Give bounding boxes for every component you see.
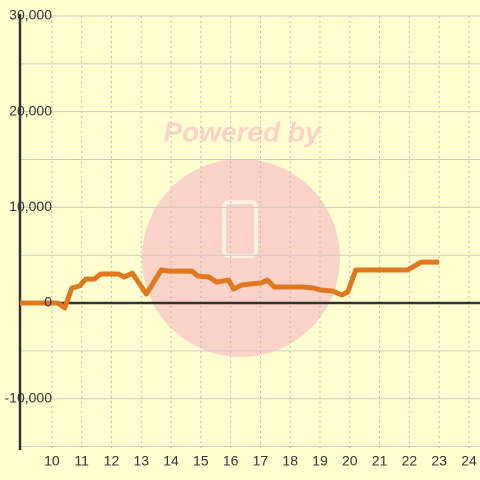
x-tick-label: 22 — [402, 453, 418, 469]
watermark-text: Powered by — [163, 116, 322, 147]
x-tick-label: 16 — [223, 453, 239, 469]
y-tick-label: 10,000 — [9, 198, 52, 214]
x-tick-label: 12 — [104, 453, 120, 469]
y-tick-label: 30,000 — [9, 7, 52, 23]
y-tick-label: 0 — [44, 294, 52, 310]
plot — [20, 259, 440, 311]
x-tick-label: 17 — [253, 453, 269, 469]
x-tick-label: 11 — [74, 453, 89, 469]
x-tick-label: 19 — [312, 453, 328, 469]
x-tick-label: 24 — [461, 453, 477, 469]
x-tick-label: 23 — [431, 453, 447, 469]
y-tick-label: 20,000 — [9, 102, 52, 118]
watermark-icon — [222, 200, 258, 258]
x-tick-label: 14 — [163, 453, 179, 469]
grid — [18, 14, 480, 450]
x-tick-label: 15 — [193, 453, 209, 469]
data-line — [20, 259, 440, 311]
x-tick-label: 18 — [282, 453, 298, 469]
x-tick-label: 10 — [44, 453, 60, 469]
y-tick-label: -10,000 — [5, 389, 53, 405]
x-tick-label: 20 — [342, 453, 358, 469]
x-tick-label: 21 — [372, 453, 388, 469]
x-tick-label: 13 — [133, 453, 149, 469]
